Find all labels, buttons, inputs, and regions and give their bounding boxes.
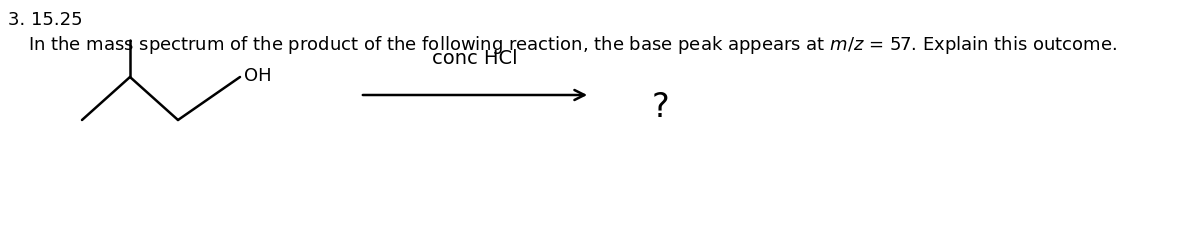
Text: 3. 15.25: 3. 15.25 (8, 11, 83, 29)
Text: conc HCl: conc HCl (432, 49, 518, 68)
Text: In the mass spectrum of the product of the following reaction, the base peak app: In the mass spectrum of the product of t… (28, 34, 1117, 56)
Text: ?: ? (652, 91, 668, 124)
Text: OH: OH (244, 67, 271, 85)
